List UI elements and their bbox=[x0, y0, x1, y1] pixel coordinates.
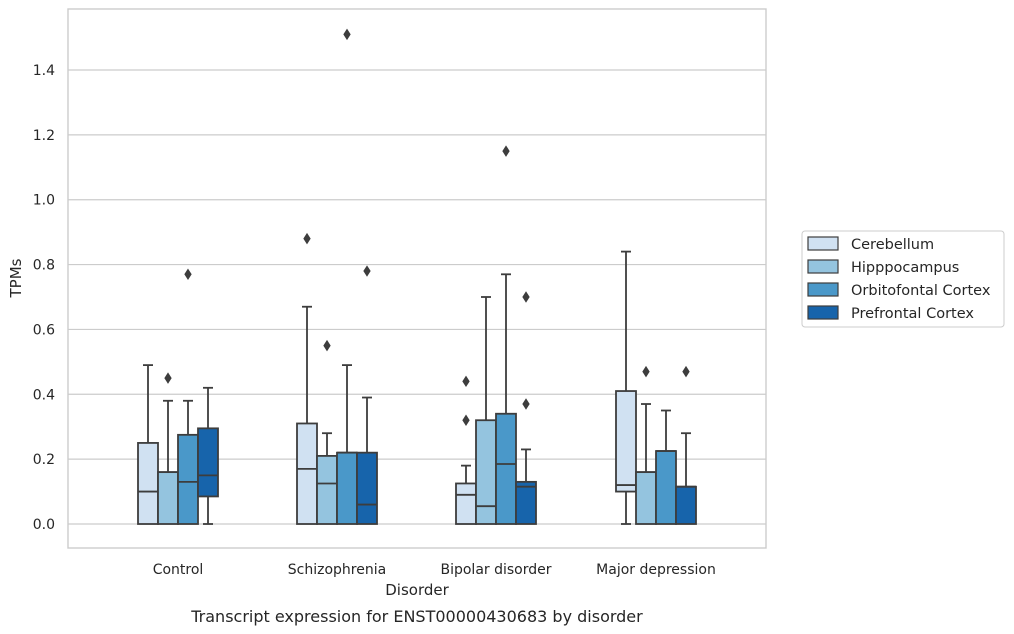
box-iqr bbox=[137, 442, 159, 525]
box-cerebellum bbox=[615, 250, 637, 525]
box-iqr bbox=[336, 451, 358, 525]
outlier-point bbox=[184, 268, 192, 281]
y-tick-label: 1.4 bbox=[33, 63, 55, 79]
box-iqr bbox=[455, 482, 477, 525]
box-iqr bbox=[356, 451, 378, 525]
outlier-point bbox=[502, 145, 510, 157]
box-iqr bbox=[675, 485, 697, 525]
box-orbitofontal-cortex bbox=[495, 145, 517, 525]
legend-label: Prefrontal Cortex bbox=[851, 306, 974, 322]
outlier-point bbox=[363, 265, 371, 277]
box-iqr bbox=[495, 412, 517, 525]
x-axis-label: Disorder bbox=[385, 581, 449, 599]
outlier-point bbox=[522, 291, 530, 303]
y-tick-label: 1.0 bbox=[33, 193, 55, 209]
outlier-point bbox=[462, 375, 470, 388]
box-iqr bbox=[515, 480, 537, 525]
box-iqr bbox=[177, 433, 199, 525]
box-iqr bbox=[197, 427, 219, 498]
legend-swatch bbox=[807, 305, 839, 320]
y-tick-label: 0.0 bbox=[33, 517, 55, 533]
x-tick-label: Schizophrenia bbox=[288, 562, 386, 578]
legend-swatch bbox=[807, 259, 839, 274]
outlier-point bbox=[462, 414, 470, 426]
chart-caption: Transcript expression for ENST0000043068… bbox=[190, 607, 643, 626]
outlier-point bbox=[642, 365, 650, 378]
y-tick-label: 0.4 bbox=[33, 387, 55, 403]
x-tick-label: Bipolar disorder bbox=[440, 562, 551, 578]
legend: Cerebellum Hipppocampus Orbitofontal Corte… bbox=[801, 230, 1005, 328]
x-tick-label: Major depression bbox=[596, 562, 716, 578]
legend-frame bbox=[801, 230, 1005, 328]
outlier-point bbox=[164, 372, 172, 384]
box-cerebellum bbox=[296, 232, 318, 525]
box-orbitofontal-cortex bbox=[177, 268, 199, 525]
box-prefrontal-cortex bbox=[356, 265, 378, 525]
y-tick-label: 0.6 bbox=[33, 322, 55, 338]
y-axis-label: TPMs bbox=[7, 258, 25, 298]
y-tick-label: 1.2 bbox=[33, 128, 55, 144]
box-iqr bbox=[296, 422, 318, 525]
x-tick-labels: Control Schizophrenia Bipolar disorder Majo… bbox=[153, 562, 716, 578]
x-tick-label: Control bbox=[153, 562, 204, 578]
legend-swatch bbox=[807, 236, 839, 251]
box-iqr bbox=[316, 454, 338, 525]
outlier-point bbox=[343, 28, 351, 41]
box-iqr bbox=[635, 471, 657, 525]
box-iqr bbox=[615, 390, 637, 493]
box-orbitofontal-cortex bbox=[655, 409, 677, 525]
box-groups bbox=[137, 28, 697, 525]
box-hipppocampus bbox=[157, 372, 179, 525]
outlier-point bbox=[522, 398, 530, 410]
box-hipppocampus bbox=[316, 339, 338, 525]
legend-label: Orbitofontal Cortex bbox=[851, 283, 991, 299]
outlier-point bbox=[303, 232, 311, 245]
y-tick-label: 0.8 bbox=[33, 258, 55, 274]
y-tick-labels: 0.0 0.2 0.4 0.6 0.8 1.0 1.2 1.4 bbox=[33, 63, 55, 533]
box-hipppocampus bbox=[635, 365, 657, 525]
outlier-point bbox=[682, 365, 690, 378]
box-prefrontal-cortex bbox=[675, 365, 697, 525]
box-cerebellum bbox=[137, 364, 159, 525]
box-prefrontal-cortex bbox=[515, 291, 537, 525]
box-hipppocampus bbox=[475, 296, 497, 525]
box-prefrontal-cortex bbox=[197, 386, 219, 525]
legend-swatch bbox=[807, 282, 839, 297]
box-iqr bbox=[655, 450, 677, 525]
box-iqr bbox=[157, 471, 179, 525]
box-orbitofontal-cortex bbox=[336, 28, 358, 525]
y-tick-label: 0.2 bbox=[33, 452, 55, 468]
box-iqr bbox=[475, 419, 497, 525]
plot-frame bbox=[67, 8, 767, 549]
legend-label: Hipppocampus bbox=[851, 260, 959, 276]
legend-label: Cerebellum bbox=[851, 237, 934, 253]
box-cerebellum bbox=[455, 375, 477, 525]
outlier-point bbox=[323, 339, 331, 352]
